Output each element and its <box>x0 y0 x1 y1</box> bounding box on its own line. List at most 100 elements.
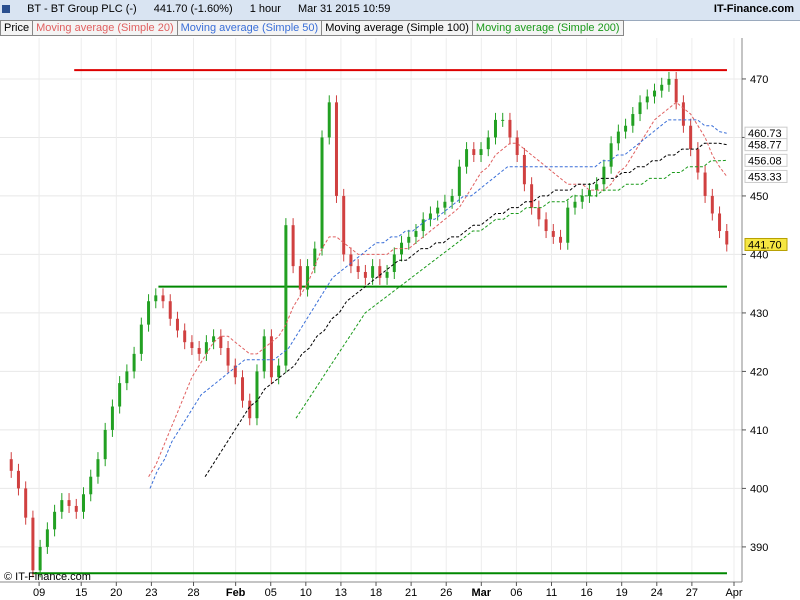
indicator-legend: Price Moving average (Simple 20) Moving … <box>0 20 624 36</box>
candle-body <box>284 225 288 366</box>
x-tick-label: 24 <box>651 587 663 599</box>
candle-body <box>573 201 577 208</box>
y-tick-label: 420 <box>750 366 768 378</box>
ma200-line <box>295 159 727 419</box>
candle-body <box>132 353 136 372</box>
last-value-label-2: 456.08 <box>748 155 782 167</box>
candle-body <box>624 125 628 132</box>
candle-body <box>204 342 208 354</box>
candle-body <box>320 137 324 249</box>
candle-body <box>349 254 353 267</box>
candle-body <box>660 84 664 91</box>
candle-body <box>436 207 440 214</box>
y-tick-label: 390 <box>750 542 768 554</box>
candle-body <box>262 336 266 372</box>
candle-body <box>183 330 187 343</box>
candle-body <box>689 125 693 150</box>
header-info: BT - BT Group PLC (-) 441.70 (-1.60%) 1 … <box>2 3 404 15</box>
x-tick-label: Feb <box>226 587 246 599</box>
ma50-line <box>149 119 727 489</box>
symbol-label: BT - BT Group PLC (-) <box>27 3 137 15</box>
x-tick-label: 16 <box>580 587 592 599</box>
last-value-box-2 <box>744 153 788 167</box>
candle-body <box>16 470 20 489</box>
legend-price[interactable]: Price <box>0 20 34 36</box>
candle-body <box>566 207 570 243</box>
x-tick-label: Apr <box>725 587 742 599</box>
candle-body <box>421 219 425 232</box>
last-value-box-0 <box>744 126 788 140</box>
candle-body <box>161 295 165 302</box>
legend-sma20[interactable]: Moving average (Simple 20) <box>32 20 178 36</box>
candle-body <box>82 494 86 512</box>
x-tick-label: Mar <box>472 587 492 599</box>
x-tick-label: 19 <box>616 587 628 599</box>
candle-body <box>587 190 591 196</box>
candle-body <box>457 166 461 196</box>
candle-body <box>248 400 252 419</box>
candle-body <box>645 96 649 103</box>
x-tick-label: 28 <box>187 587 199 599</box>
last-value-box-1 <box>744 138 788 152</box>
candle-body <box>175 318 179 331</box>
candle-body <box>313 248 317 267</box>
x-tick-label: 20 <box>110 587 122 599</box>
candle-body <box>168 301 172 319</box>
candle-body <box>407 236 411 243</box>
legend-sma100[interactable]: Moving average (Simple 100) <box>321 20 473 36</box>
candle-body <box>508 119 512 138</box>
candle-body <box>537 207 541 220</box>
candle-body <box>60 500 64 512</box>
ma20-line <box>148 101 728 477</box>
candle-body <box>147 301 151 325</box>
candle-body <box>580 195 584 202</box>
candle-body <box>725 231 729 245</box>
candle-body <box>306 266 310 290</box>
candle-body <box>9 459 13 471</box>
y-tick-label: 400 <box>750 483 768 495</box>
brand-label: IT-Finance.com <box>713 3 794 15</box>
candle-body <box>74 505 78 512</box>
candle-body <box>53 511 57 530</box>
candle-body <box>269 336 273 378</box>
candle-body <box>602 166 606 185</box>
last-value-label-3: 453.33 <box>748 171 782 183</box>
candle-body <box>212 336 216 343</box>
candle-body <box>530 184 534 208</box>
candle-body <box>24 488 28 518</box>
candle-body <box>89 476 93 495</box>
candle-body <box>241 377 245 401</box>
x-tick-label: 21 <box>405 587 417 599</box>
y-tick-label: 430 <box>750 308 768 320</box>
candle-body <box>559 236 563 243</box>
legend-sma50[interactable]: Moving average (Simple 50) <box>176 20 323 36</box>
legend-sma200[interactable]: Moving average (Simple 200) <box>471 20 624 36</box>
y-tick-label: 410 <box>750 425 768 437</box>
candle-body <box>696 149 700 173</box>
x-tick-label: 13 <box>335 587 347 599</box>
candle-body <box>327 102 331 138</box>
last-value-label-0: 460.73 <box>748 128 782 140</box>
candle-body <box>479 149 483 155</box>
candle-body <box>45 529 49 547</box>
datetime-label: Mar 31 2015 10:59 <box>297 3 391 15</box>
candle-body <box>334 102 338 196</box>
candle-body <box>522 154 526 185</box>
candle-body <box>226 348 230 366</box>
candle-body <box>371 266 375 278</box>
candle-body <box>674 78 678 103</box>
last-change-label: 441.70 (-1.60%) <box>153 3 233 15</box>
candle-body <box>472 149 476 155</box>
candle-body <box>219 336 223 349</box>
x-tick-label: 09 <box>33 587 45 599</box>
candle-body <box>190 342 194 349</box>
interval-label[interactable]: 1 hour <box>249 3 281 15</box>
last-value-box-4 <box>744 237 788 251</box>
app-square-icon <box>2 5 10 13</box>
x-tick-label: 15 <box>75 587 87 599</box>
candle-body <box>356 266 360 272</box>
candle-body <box>703 172 707 196</box>
candle-body <box>414 231 418 237</box>
x-tick-label: 18 <box>370 587 382 599</box>
